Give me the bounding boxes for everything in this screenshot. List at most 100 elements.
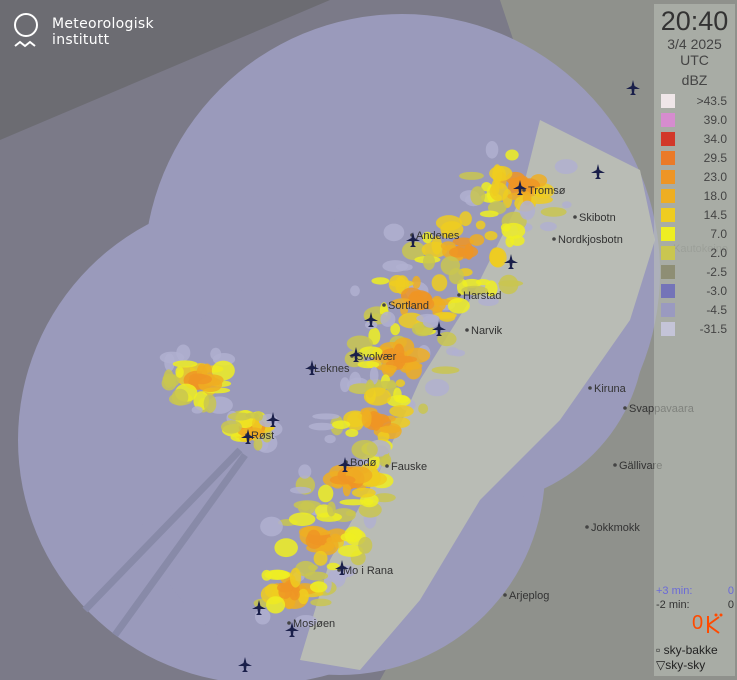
place-marker	[573, 215, 577, 219]
legend-value: -31.5	[699, 321, 727, 336]
echo	[377, 431, 390, 442]
echo	[289, 567, 302, 588]
echo	[289, 588, 300, 601]
legend-swatch	[661, 93, 675, 108]
echo	[459, 171, 484, 180]
place-label: Sortland	[388, 300, 429, 312]
echo	[274, 538, 298, 558]
lightning-key: ▫ sky-bakke ▽sky-sky	[656, 643, 718, 673]
airport-icon	[238, 657, 252, 672]
echo	[304, 571, 329, 581]
echo	[316, 512, 342, 522]
echo	[425, 379, 450, 397]
airport-icon	[626, 80, 640, 95]
place-label: Bodø	[350, 457, 377, 469]
beam-blockage	[82, 447, 248, 638]
airport-icon	[432, 321, 446, 336]
echo	[422, 231, 433, 244]
echo	[464, 243, 474, 260]
place-label: Arjeplog	[509, 590, 549, 602]
legend-row: 23.0	[654, 167, 735, 186]
echo	[266, 596, 286, 614]
echo	[351, 487, 376, 498]
echo	[159, 351, 185, 364]
echo	[327, 501, 336, 517]
place-marker	[287, 621, 291, 625]
echo	[469, 234, 485, 246]
echo	[260, 516, 283, 537]
place-marker	[585, 525, 589, 529]
echo	[277, 582, 293, 593]
airport-icon	[335, 560, 349, 575]
echo	[459, 211, 472, 227]
echo	[288, 512, 316, 527]
precipitation-echoes	[159, 140, 578, 628]
echo	[337, 544, 364, 557]
echo	[554, 159, 578, 175]
echo	[393, 387, 402, 403]
echo	[358, 536, 373, 554]
legend-value: 29.5	[703, 150, 727, 165]
airport-icon	[513, 180, 527, 195]
echo	[323, 541, 335, 552]
legend-row: -3.0	[654, 281, 735, 300]
echo	[329, 475, 356, 485]
legend-row: 14.5	[654, 205, 735, 224]
echo	[418, 403, 429, 414]
legend-value: -2.5	[706, 264, 727, 279]
legend-value: 7.0	[710, 226, 727, 241]
echo	[447, 297, 470, 314]
echo	[254, 608, 271, 625]
legend-swatch	[661, 226, 675, 241]
place-label: Nordkjosbotn	[558, 234, 623, 246]
echo	[300, 500, 311, 512]
echo	[389, 279, 414, 288]
square-icon: ▫	[656, 643, 661, 657]
place-marker	[457, 293, 461, 297]
place-label: Mo i Rana	[343, 565, 394, 577]
legend-value: 23.0	[703, 169, 727, 184]
dark-sea-area	[0, 0, 330, 140]
echo	[253, 438, 263, 451]
place-marker	[623, 406, 627, 410]
place-marker	[385, 464, 389, 468]
echo	[346, 411, 365, 432]
echo	[308, 422, 335, 431]
echo	[171, 388, 189, 406]
legend-value: 18.0	[703, 188, 727, 203]
echo	[489, 182, 509, 202]
echo	[400, 303, 409, 316]
legend-swatch	[661, 188, 675, 203]
legend-value: >43.5	[696, 93, 727, 108]
place-label: Fauske	[391, 461, 427, 473]
echo	[509, 235, 525, 246]
echo	[441, 230, 452, 239]
echo	[297, 588, 309, 605]
echo	[345, 428, 359, 438]
echo	[371, 277, 390, 285]
place-label: Kiruna	[594, 383, 627, 395]
echo	[227, 412, 252, 421]
echo	[290, 486, 312, 494]
echo	[519, 200, 536, 220]
airport-icon	[349, 347, 363, 362]
echo	[498, 274, 519, 295]
place-label: Mosjøen	[293, 618, 335, 630]
echo	[395, 263, 413, 271]
legend-swatch	[661, 150, 675, 165]
echo	[433, 311, 457, 319]
place-label: Harstad	[463, 290, 502, 302]
echo	[401, 241, 426, 261]
echo	[310, 598, 332, 607]
place-marker	[588, 386, 592, 390]
legend-value: 34.0	[703, 131, 727, 146]
echo	[485, 140, 499, 159]
echo	[172, 360, 198, 368]
echo	[540, 207, 567, 217]
echo	[359, 346, 383, 358]
echo	[357, 360, 380, 369]
echo	[395, 379, 406, 388]
echo	[363, 498, 374, 506]
echo	[533, 186, 546, 197]
